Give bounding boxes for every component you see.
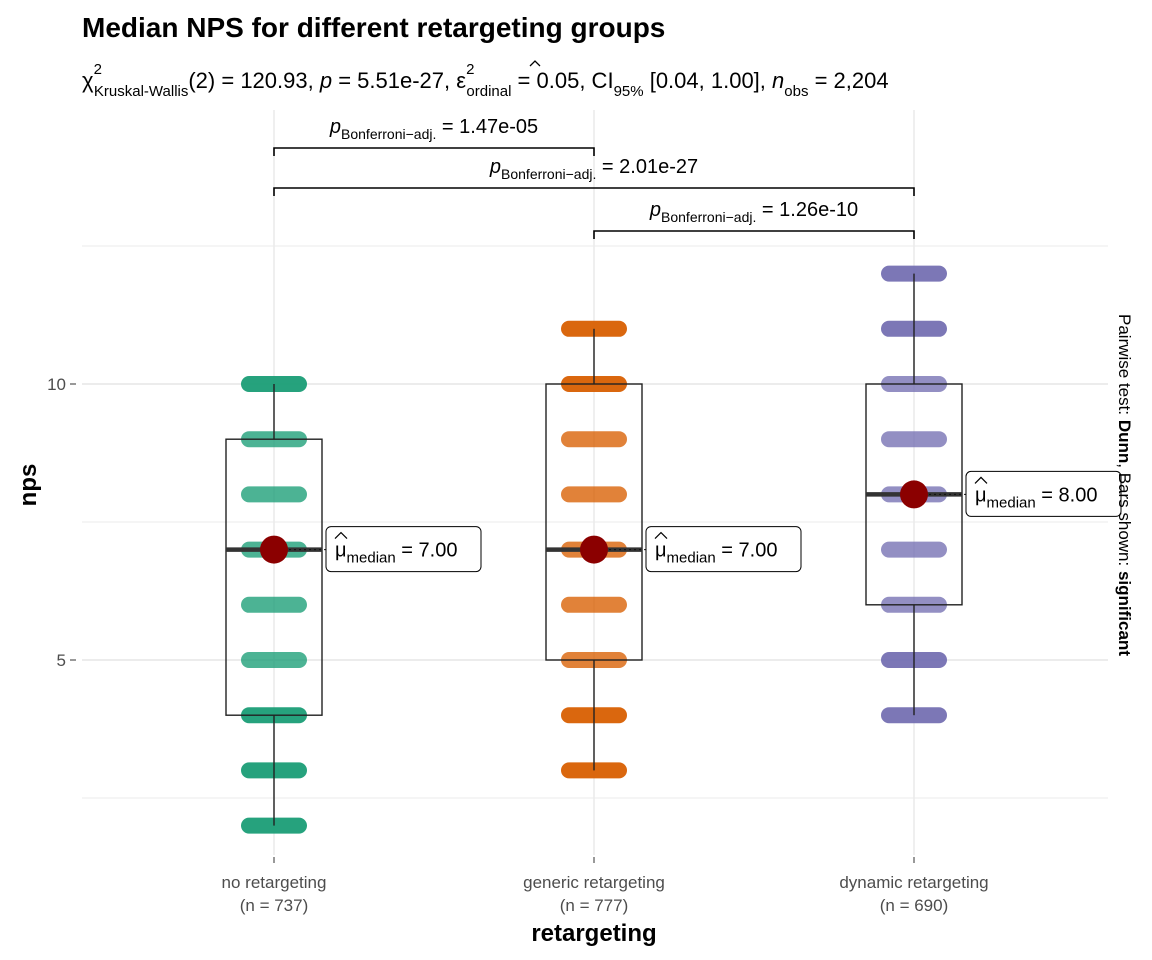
median-marker	[900, 480, 928, 509]
pairwise-bracket	[273, 147, 595, 156]
median-hat-icon	[334, 531, 348, 540]
median-label-box	[965, 470, 1122, 517]
y-axis-title: nps	[15, 464, 42, 507]
chart-title: Median NPS for different retargeting gro…	[82, 12, 665, 43]
box-iqr	[545, 383, 643, 661]
median-mu: μ	[335, 540, 347, 562]
median-hat-icon	[974, 476, 988, 484]
median-value: = 7.00	[396, 540, 458, 562]
caption-middle: , Bars shown:	[1115, 463, 1134, 571]
pairwise-p-label: pBonferroni−adj. = 1.26e-10	[649, 199, 858, 225]
pairwise-p-symbol: p	[649, 199, 661, 221]
x-tick-n-label: (n = 737)	[240, 896, 309, 915]
pairwise-caption: Pairwise test: Dunn, Bars shown: signifi…	[1115, 314, 1134, 656]
median-value: = 8.00	[1036, 484, 1098, 506]
x-axis-title: retargeting	[531, 920, 656, 947]
epsilon-hat-icon	[529, 60, 541, 67]
median-sub: median	[667, 550, 716, 567]
median-sub: median	[987, 494, 1036, 511]
epsilon-value: = 0.05, CI	[511, 68, 613, 93]
n-symbol: n	[772, 68, 784, 93]
epsilon-sub: ordinal	[466, 83, 511, 100]
pairwise-p-label: pBonferroni−adj. = 2.01e-27	[489, 156, 698, 182]
pairwise-p-value: = 2.01e-27	[596, 156, 698, 178]
caption-shown: significant	[1115, 571, 1134, 656]
caption-test: Dunn	[1115, 420, 1134, 463]
n-sub: obs	[784, 83, 808, 100]
median-label-text: μmedian = 7.00	[335, 540, 457, 567]
median-value: = 7.00	[716, 540, 778, 562]
pairwise-bracket	[273, 187, 915, 196]
epsilon-sup: 2	[466, 61, 474, 78]
pairwise-p-symbol: p	[489, 156, 501, 178]
x-tick-n-label: (n = 777)	[560, 896, 629, 915]
chi-sub: Kruskal-Wallis	[94, 83, 188, 100]
pairwise-brackets: pBonferroni−adj. = 1.47e-05pBonferroni−a…	[273, 116, 915, 239]
chi-symbol: χ	[82, 68, 94, 93]
median-marker	[580, 535, 608, 564]
x-tick-n-label: (n = 690)	[880, 896, 949, 915]
epsilon-symbol: ε	[456, 68, 466, 93]
median-label-box	[645, 526, 802, 573]
x-tick-label: no retargeting	[222, 873, 327, 892]
y-tick-label: 5	[57, 651, 66, 670]
axis-layer: 5 10 no retargeting (n = 737) generic retarg…	[47, 375, 989, 915]
median-label-box	[325, 526, 482, 573]
box-iqr	[225, 438, 323, 716]
ci-value: [0.04, 1.00],	[644, 68, 772, 93]
pairwise-p-sub: Bonferroni−adj.	[501, 166, 596, 182]
pairwise-bracket	[593, 230, 915, 239]
grid-layer	[82, 110, 1108, 855]
y-tick-label: 10	[47, 375, 66, 394]
median-mu: μ	[975, 484, 987, 506]
pairwise-p-sub: Bonferroni−adj.	[661, 209, 756, 225]
chi-value: = 120.93,	[215, 68, 320, 93]
median-label-text: μmedian = 7.00	[655, 540, 777, 567]
pairwise-p-value: = 1.26e-10	[756, 199, 858, 221]
median-sub: median	[347, 550, 396, 567]
p-symbol: p	[319, 68, 332, 93]
chi-df: (2)	[188, 68, 215, 93]
x-tick-label: generic retargeting	[523, 873, 665, 892]
median-hat-icon	[654, 531, 668, 540]
median-mu: μ	[655, 540, 667, 562]
p-value: = 5.51e-27,	[332, 68, 456, 93]
x-tick-label: dynamic retargeting	[839, 873, 988, 892]
ci-sub: 95%	[614, 83, 644, 100]
pairwise-p-label: pBonferroni−adj. = 1.47e-05	[329, 116, 538, 142]
pairwise-p-symbol: p	[329, 116, 341, 138]
pairwise-p-sub: Bonferroni−adj.	[341, 126, 436, 142]
caption-prefix: Pairwise test:	[1115, 314, 1134, 420]
pairwise-p-value: = 1.47e-05	[436, 116, 538, 138]
median-label-text: μmedian = 8.00	[975, 484, 1097, 511]
median-marker	[260, 535, 288, 564]
n-value: = 2,204	[808, 68, 888, 93]
chart-subtitle: χ2 Kruskal-Wallis(2) = 120.93, p = 5.51e-…	[82, 61, 889, 100]
chi-sup: 2	[94, 61, 102, 78]
